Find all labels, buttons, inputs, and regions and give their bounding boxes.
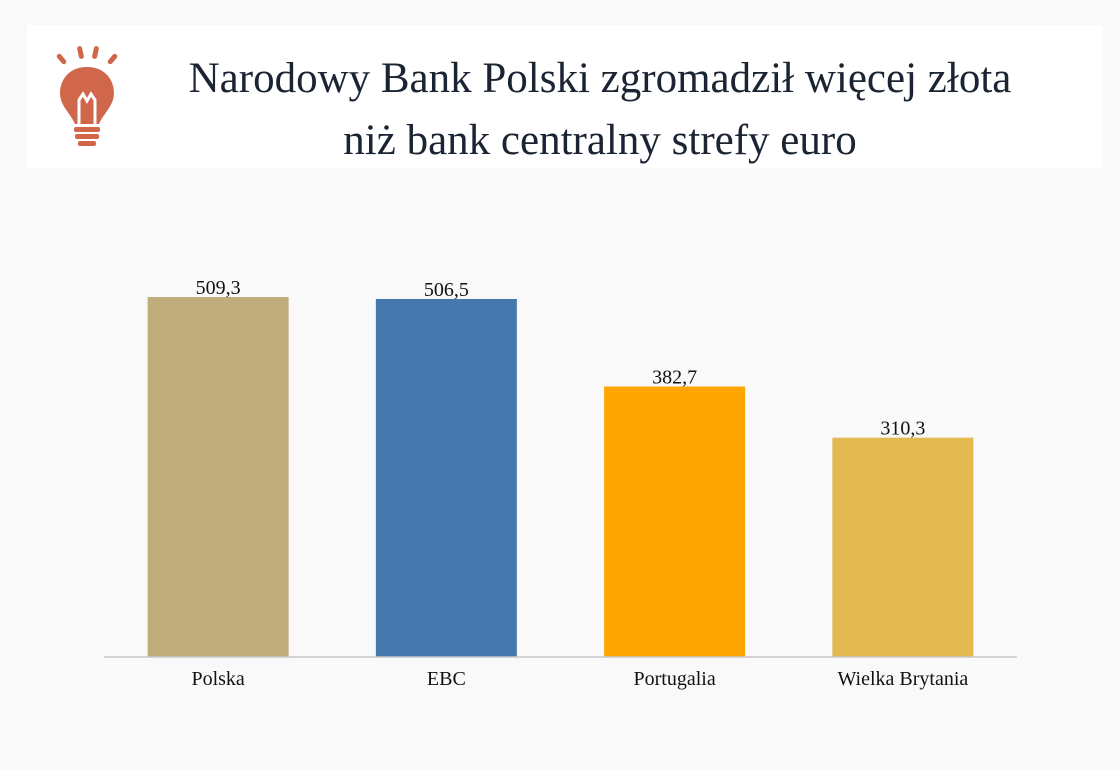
page-title: Narodowy Bank Polski zgromadził więcej z… (150, 48, 1050, 172)
data-label: 382,7 (652, 366, 697, 388)
bar-wielka-brytania (832, 437, 974, 657)
lightbulb-icon (56, 46, 118, 146)
category-label: EBC (427, 668, 466, 690)
bar-polska (147, 297, 289, 657)
title-line-2: niż bank centralny strefy euro (343, 117, 857, 164)
data-label: 506,5 (424, 279, 469, 301)
title-line-1: Narodowy Bank Polski zgromadził więcej z… (188, 55, 1012, 102)
data-label: 310,3 (880, 418, 925, 440)
category-label: Polska (191, 668, 244, 690)
category-label: Wielka Brytania (837, 668, 968, 690)
bar-portugalia (604, 386, 746, 657)
header-panel (27, 25, 1103, 168)
category-label: Portugalia (634, 668, 716, 690)
bars-group: 509,3 Polska 506,5 EBC 382,7 Portugalia 310,3 W… (147, 277, 974, 690)
data-label: 509,3 (196, 277, 241, 299)
bar-ebc (375, 298, 517, 657)
